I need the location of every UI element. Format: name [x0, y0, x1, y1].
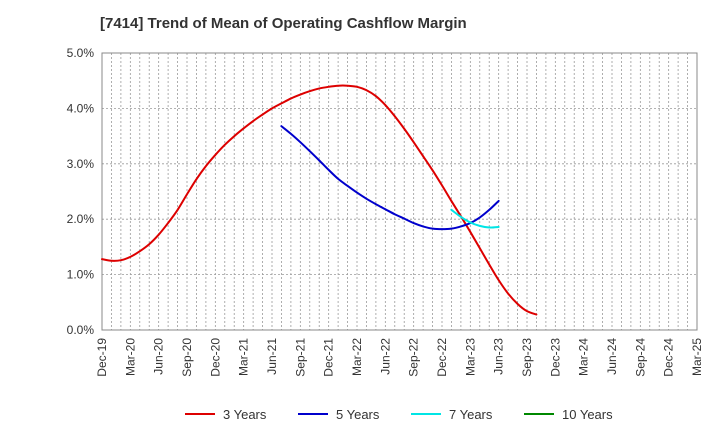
x-tick-label: Mar-22 — [350, 338, 364, 376]
legend-label-3-years: 3 Years — [223, 407, 267, 422]
x-tick-label: Mar-23 — [463, 338, 477, 376]
x-tick-label: Sep-24 — [633, 338, 647, 377]
x-tick-label: Jun-20 — [152, 338, 166, 375]
x-tick-label: Sep-20 — [180, 338, 194, 377]
legend-label-7-years: 7 Years — [449, 407, 493, 422]
x-tick-label: Mar-20 — [123, 338, 137, 376]
series-line-3-years — [101, 84, 538, 316]
x-tick-label: Jun-22 — [378, 338, 392, 375]
x-tick-label: Sep-23 — [520, 338, 534, 377]
chart-title: [7414] Trend of Mean of Operating Cashfl… — [100, 15, 467, 32]
grid — [102, 52, 697, 331]
legend: 3 Years 5 Years 7 Years 10 Years — [185, 407, 613, 422]
plot-frame — [101, 52, 698, 331]
y-tick-label: 2.0% — [67, 212, 95, 226]
x-axis-ticks: Dec-19 Mar-20 Jun-20 Sep-20 Dec-20 Mar-21 Jun-… — [95, 338, 704, 377]
y-tick-label: 5.0% — [67, 46, 95, 60]
x-tick-label: Mar-24 — [577, 338, 591, 376]
x-tick-label: Jun-21 — [265, 338, 279, 375]
x-tick-label: Dec-23 — [548, 338, 562, 377]
x-tick-label: Jun-24 — [605, 338, 619, 375]
series-lines — [101, 84, 538, 316]
x-tick-label: Dec-21 — [322, 338, 336, 377]
y-tick-label: 3.0% — [67, 157, 95, 171]
x-tick-label: Sep-22 — [407, 338, 421, 377]
legend-label-5-years: 5 Years — [336, 407, 380, 422]
y-axis-ticks: 0.0% 1.0% 2.0% 3.0% 4.0% 5.0% — [67, 46, 95, 337]
x-tick-label: Sep-21 — [293, 338, 307, 377]
series-line-5-years — [280, 125, 500, 231]
y-tick-label: 1.0% — [67, 268, 95, 282]
x-tick-label: Dec-20 — [208, 338, 222, 377]
series-line-7-years — [450, 208, 500, 229]
y-tick-label: 4.0% — [67, 101, 95, 115]
x-tick-label: Jun-23 — [492, 338, 506, 375]
x-tick-label: Dec-24 — [662, 338, 676, 377]
y-tick-label: 0.0% — [67, 323, 95, 337]
x-tick-label: Dec-22 — [435, 338, 449, 377]
legend-label-10-years: 10 Years — [562, 407, 613, 422]
x-tick-label: Mar-21 — [237, 338, 251, 376]
x-tick-label: Mar-25 — [690, 338, 704, 376]
x-tick-label: Dec-19 — [95, 338, 109, 377]
